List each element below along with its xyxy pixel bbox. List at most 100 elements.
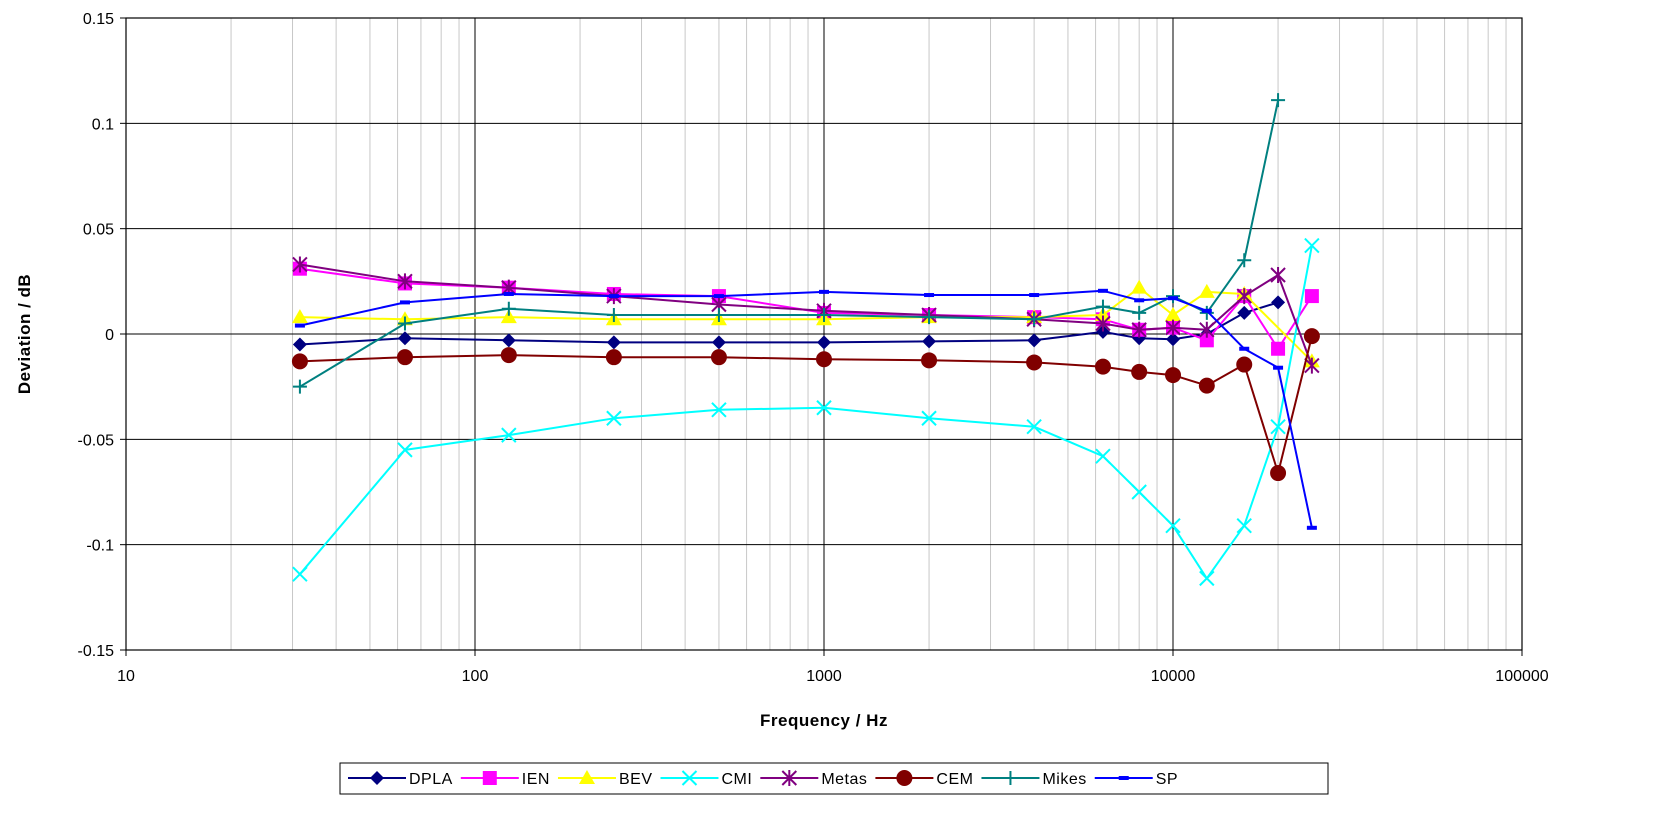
- data-point-cmi: [816, 400, 832, 416]
- legend-marker-bev: [578, 770, 595, 784]
- data-point-cem: [605, 349, 622, 366]
- data-point-dpla: [1271, 295, 1286, 310]
- data-point-mikes: [1166, 289, 1180, 304]
- data-point-cem: [1131, 363, 1148, 380]
- y-tick-labels: 0.15 0.1 0.05 0 -0.05 -0.1 -0.15: [78, 11, 115, 660]
- data-point-metas: [397, 273, 413, 290]
- data-point-cem: [1236, 356, 1253, 373]
- data-point-dpla: [1166, 332, 1180, 347]
- series-layer: [291, 93, 1320, 587]
- y-tick-label: -0.1: [86, 538, 114, 555]
- data-point-mikes: [606, 308, 621, 323]
- legend-item-metas: Metas: [760, 770, 867, 788]
- data-point-sp: [503, 291, 514, 296]
- data-point-mikes: [1095, 299, 1110, 314]
- legend-marker-cmi: [681, 770, 698, 786]
- data-point-sp: [608, 294, 619, 299]
- data-point-cem: [1303, 328, 1320, 345]
- data-point-mikes: [1132, 305, 1147, 320]
- data-point-sp: [1273, 365, 1284, 370]
- y-axis-title: Deviation / dB: [15, 274, 34, 394]
- data-point-cmi: [1304, 237, 1320, 254]
- data-point-cmi: [1199, 570, 1215, 587]
- series-cmi: [292, 237, 1320, 587]
- data-point-mikes: [397, 316, 412, 331]
- data-point-dpla: [606, 335, 621, 350]
- data-point-bev: [291, 309, 308, 324]
- x-axis-title: Frequency / Hz: [760, 711, 888, 730]
- data-point-sp: [713, 294, 724, 299]
- data-point-bev: [1094, 307, 1111, 322]
- data-point-dpla: [1095, 324, 1110, 339]
- data-point-sp: [1134, 298, 1145, 303]
- data-point-cmi: [292, 566, 308, 582]
- data-point-mikes: [1237, 253, 1252, 268]
- data-point-cmi: [1131, 484, 1147, 500]
- data-point-mikes: [1199, 305, 1214, 320]
- data-point-cmi: [711, 402, 727, 418]
- data-point-cmi: [1026, 418, 1042, 435]
- legend-label-sp: SP: [1156, 771, 1178, 788]
- data-point-cem: [710, 349, 727, 366]
- data-point-ien: [1271, 341, 1286, 356]
- data-point-dpla: [292, 337, 307, 352]
- y-tick-label: 0.1: [92, 116, 114, 133]
- legend-label-dpla: DPLA: [409, 771, 453, 788]
- legend-marker-dpla: [370, 771, 384, 785]
- legend-item-cmi: CMI: [660, 770, 752, 788]
- legend-item-ien: IEN: [460, 771, 550, 788]
- data-point-cem: [1198, 377, 1215, 394]
- data-point-cmi: [921, 410, 937, 426]
- legend-label-bev: BEV: [619, 771, 653, 788]
- data-point-sp: [1239, 346, 1250, 351]
- legend-marker-mikes: [1003, 771, 1018, 785]
- data-point-cem: [1270, 465, 1287, 482]
- x-tick-label: 100000: [1495, 668, 1548, 685]
- data-point-cem: [1165, 367, 1181, 384]
- data-point-cmi: [606, 410, 622, 426]
- legend-label-cmi: CMI: [721, 771, 752, 788]
- data-point-sp: [924, 293, 935, 298]
- legend-item-dpla: DPLA: [348, 771, 453, 788]
- data-point-metas: [1165, 319, 1181, 336]
- series-sp: [294, 288, 1317, 530]
- legend-marker-sp: [1118, 776, 1129, 780]
- data-point-cmi: [1236, 517, 1252, 534]
- data-point-cmi: [397, 442, 413, 458]
- data-point-cmi: [1270, 418, 1286, 435]
- legend-marker-ien: [482, 771, 497, 785]
- legend-item-cem: CEM: [875, 770, 973, 788]
- data-point-sp: [1306, 525, 1317, 530]
- data-point-dpla: [501, 333, 516, 348]
- data-point-sp: [1029, 293, 1040, 298]
- data-point-metas: [1236, 288, 1252, 305]
- data-point-ien: [1304, 289, 1319, 304]
- data-point-cem: [500, 347, 517, 364]
- data-point-dpla: [817, 335, 831, 350]
- data-point-dpla: [1237, 305, 1252, 320]
- x-tick-label: 10: [117, 668, 135, 685]
- data-point-cmi: [501, 427, 517, 443]
- data-point-sp: [819, 289, 829, 294]
- series-cem: [291, 328, 1320, 482]
- x-tick-label: 100: [462, 668, 489, 685]
- data-point-dpla: [1027, 333, 1042, 348]
- legend-label-ien: IEN: [522, 771, 550, 788]
- data-point-cmi: [1095, 448, 1111, 464]
- data-point-ien: [1199, 333, 1214, 348]
- data-point-sp: [1168, 296, 1178, 301]
- data-point-metas: [1304, 357, 1320, 374]
- data-point-bev: [1198, 283, 1215, 298]
- data-point-cem: [921, 352, 938, 369]
- data-point-mikes: [292, 379, 307, 394]
- data-point-dpla: [922, 334, 937, 349]
- y-tick-label: 0.15: [83, 11, 114, 28]
- data-point-dpla: [397, 331, 412, 346]
- x-tick-label: 1000: [806, 668, 842, 685]
- data-point-sp: [1201, 308, 1212, 313]
- series-mikes: [292, 93, 1286, 394]
- data-point-sp: [399, 300, 410, 305]
- y-tick-label: -0.15: [78, 643, 115, 660]
